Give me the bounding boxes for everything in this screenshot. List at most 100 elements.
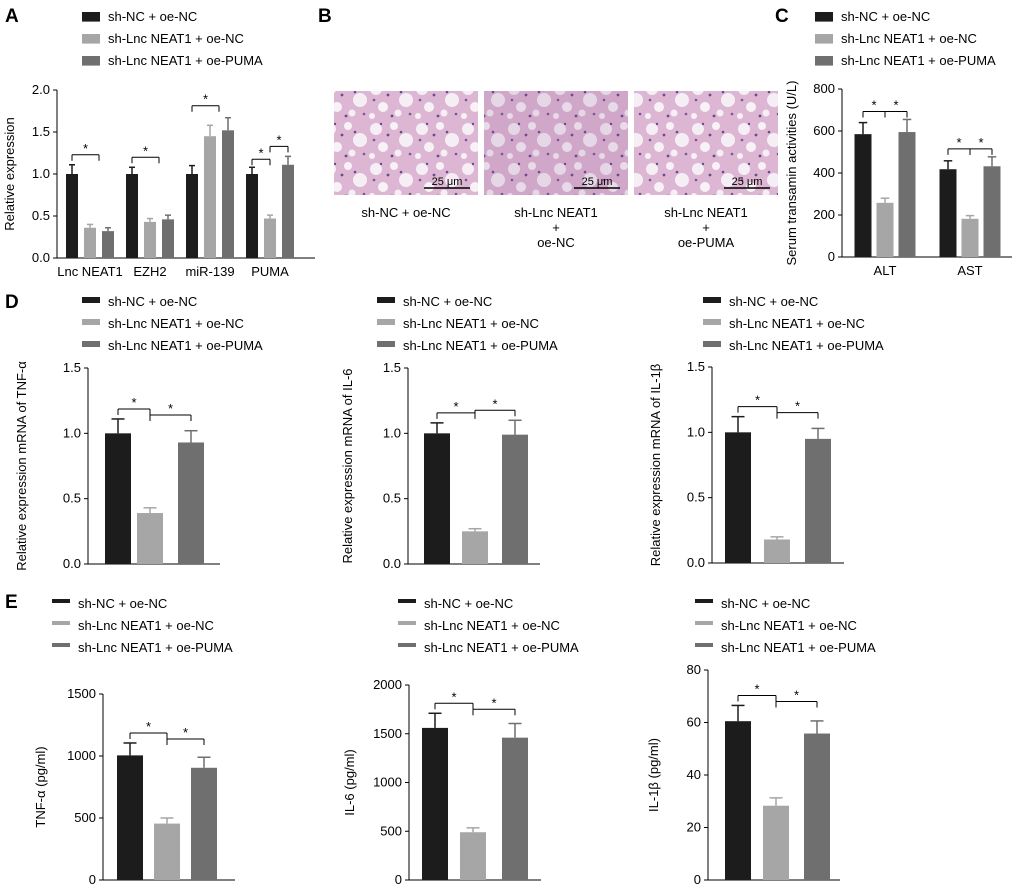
histology-panel: 25 μm sh-NC + oe-NC 25 μm sh-Lnc NEAT1 +… xyxy=(334,91,778,250)
y-axis-label: TNF-α (pg/ml) xyxy=(33,746,48,827)
y-tick-label: 1.0 xyxy=(687,424,705,439)
legend-swatch-sh-lnc-neat1-oe-nc xyxy=(695,621,713,625)
scale-bar-label: 25 μm xyxy=(432,176,463,188)
bar-sh-lnc-neat1-oe-nc xyxy=(137,513,163,564)
legend-swatch-sh-lnc-neat1-oe-nc xyxy=(815,34,833,44)
y-tick-label: 400 xyxy=(813,165,835,180)
y-tick-label: 600 xyxy=(813,123,835,138)
bar-mir-139-sh-nc-oe-nc xyxy=(186,174,198,258)
scale-bar-label: 25 μm xyxy=(582,176,613,188)
legend-panel-d2: sh-NC + oe-NC sh-Lnc NEAT1 + oe-NC sh-Lnc … xyxy=(377,294,558,353)
x-tick-label-ezh2: EZH2 xyxy=(133,264,166,279)
significance-star: * xyxy=(755,393,760,408)
legend-panel-d3: sh-NC + oe-NC sh-Lnc NEAT1 + oe-NC sh-Lnc … xyxy=(703,294,884,353)
bar-ezh2-sh-lnc-neat1-oe-puma xyxy=(162,219,174,258)
y-tick-label: 0.5 xyxy=(383,491,401,506)
y-tick-label: 2000 xyxy=(373,677,402,692)
legend-label-sh-lnc-neat1-oe-nc: sh-Lnc NEAT1 + oe-NC xyxy=(424,618,560,633)
bar-sh-lnc-neat1-oe-nc xyxy=(764,539,790,563)
image-caption-line-1: sh-Lnc NEAT1 xyxy=(514,205,598,220)
panel-letter-b: B xyxy=(318,6,332,27)
bar-sh-lnc-neat1-oe-nc xyxy=(154,823,180,880)
significance-star: * xyxy=(451,689,456,704)
chart-serum-transamin: 0 200 400 600 800 Serum transamin activities … xyxy=(784,81,1012,278)
legend-label-sh-lnc-neat1-oe-puma: sh-Lnc NEAT1 + oe-PUMA xyxy=(841,53,996,68)
y-tick-label: 1.5 xyxy=(687,359,705,374)
chart-tnf-mrna: 0.0 0.5 1.0 1.5 Relative expression mRNA of … xyxy=(14,360,220,571)
legend-label-sh-lnc-neat1-oe-nc: sh-Lnc NEAT1 + oe-NC xyxy=(729,316,865,331)
legend-label-sh-lnc-neat1-oe-puma: sh-Lnc NEAT1 + oe-PUMA xyxy=(424,640,579,655)
legend-label-sh-lnc-neat1-oe-puma: sh-Lnc NEAT1 + oe-PUMA xyxy=(729,338,884,353)
y-axis-label: IL-6 (pg/ml) xyxy=(342,749,357,815)
y-tick-label: 0.5 xyxy=(687,490,705,505)
significance-star: * xyxy=(893,97,898,112)
y-tick-label: 0.0 xyxy=(63,556,81,571)
legend-label-sh-nc-oe-nc: sh-NC + oe-NC xyxy=(841,9,930,24)
legend-swatch-sh-lnc-neat1-oe-nc xyxy=(82,34,100,44)
legend-label-sh-lnc-neat1-oe-puma: sh-Lnc NEAT1 + oe-PUMA xyxy=(108,53,263,68)
histology-image-2: 25 μm sh-Lnc NEAT1 + oe-NC xyxy=(484,91,628,250)
y-tick-label: 0.5 xyxy=(63,491,81,506)
legend-label-sh-lnc-neat1-oe-nc: sh-Lnc NEAT1 + oe-NC xyxy=(721,618,857,633)
bar-sh-lnc-neat1-oe-nc xyxy=(763,805,789,880)
x-tick-label-mir-139: miR-139 xyxy=(185,264,234,279)
y-tick-label: 0.0 xyxy=(383,556,401,571)
image-caption-line-3: oe-NC xyxy=(537,235,575,250)
significance-star: * xyxy=(203,92,208,107)
bar-sh-nc-oe-nc xyxy=(105,433,131,564)
y-axis-label: Relative expression mRNA of IL-6 xyxy=(340,368,355,563)
legend-swatch-sh-lnc-neat1-oe-puma xyxy=(703,341,721,347)
bar-sh-nc-oe-nc xyxy=(725,721,751,880)
legend-label-sh-nc-oe-nc: sh-NC + oe-NC xyxy=(424,596,513,611)
y-tick-label: 500 xyxy=(380,823,402,838)
legend-label-sh-lnc-neat1-oe-puma: sh-Lnc NEAT1 + oe-PUMA xyxy=(721,640,876,655)
legend-swatch-sh-nc-oe-nc xyxy=(82,297,100,303)
legend-swatch-sh-lnc-neat1-oe-puma xyxy=(695,643,713,647)
x-tick-label-lnc-neat1: Lnc NEAT1 xyxy=(57,264,123,279)
y-axis-label: Relative expression xyxy=(2,117,17,230)
bar-puma-sh-nc-oe-nc xyxy=(246,174,258,258)
legend-swatch-sh-lnc-neat1-oe-puma xyxy=(398,643,416,647)
legend-swatch-sh-lnc-neat1-oe-puma xyxy=(82,341,100,347)
significance-star: * xyxy=(276,132,281,147)
bar-lnc-neat1-sh-nc-oe-nc xyxy=(66,174,78,258)
legend-swatch-sh-nc-oe-nc xyxy=(52,599,70,603)
y-tick-label: 1500 xyxy=(67,686,96,701)
significance-star: * xyxy=(453,399,458,414)
bar-ezh2-sh-lnc-neat1-oe-nc xyxy=(144,221,156,258)
bar-ast-sh-lnc-neat1-oe-puma xyxy=(983,166,1001,257)
panel-letter-e: E xyxy=(5,592,18,613)
bar-puma-sh-lnc-neat1-oe-puma xyxy=(282,164,294,258)
image-caption-line-3: oe-PUMA xyxy=(678,235,735,250)
legend-swatch-sh-nc-oe-nc xyxy=(815,12,833,22)
y-tick-label: 0.0 xyxy=(32,250,50,265)
chart-il6-protein: 0 500 1000 1500 2000 IL-6 (pg/ml) * * xyxy=(342,677,541,887)
y-tick-label: 80 xyxy=(687,662,701,677)
y-tick-label: 0 xyxy=(694,872,701,887)
significance-star: * xyxy=(491,695,496,710)
legend-swatch-sh-nc-oe-nc xyxy=(695,599,713,603)
significance-star: * xyxy=(754,681,759,696)
y-tick-label: 20 xyxy=(687,820,701,835)
significance-star: * xyxy=(795,399,800,414)
legend-swatch-sh-lnc-neat1-oe-nc xyxy=(703,319,721,325)
legend-label-sh-lnc-neat1-oe-nc: sh-Lnc NEAT1 + oe-NC xyxy=(403,316,539,331)
legend-label-sh-lnc-neat1-oe-nc: sh-Lnc NEAT1 + oe-NC xyxy=(108,316,244,331)
y-tick-label: 1.0 xyxy=(383,425,401,440)
significance-star: * xyxy=(83,141,88,156)
significance-star: * xyxy=(168,401,173,416)
y-tick-label: 0.0 xyxy=(687,555,705,570)
legend-label-sh-lnc-neat1-oe-nc: sh-Lnc NEAT1 + oe-NC xyxy=(108,31,244,46)
bar-sh-nc-oe-nc xyxy=(725,432,751,563)
bar-sh-nc-oe-nc xyxy=(422,727,448,880)
y-tick-label: 1500 xyxy=(373,726,402,741)
legend-swatch-sh-nc-oe-nc xyxy=(82,12,100,22)
chart-il1b-protein: 0 20 40 60 80 IL-1β (pg/ml) * * xyxy=(646,662,840,887)
image-caption-line-1: sh-Lnc NEAT1 xyxy=(664,205,748,220)
bar-ast-sh-lnc-neat1-oe-nc xyxy=(961,218,979,257)
legend-swatch-sh-lnc-neat1-oe-puma xyxy=(82,56,100,66)
bar-lnc-neat1-sh-lnc-neat1-oe-nc xyxy=(84,227,96,258)
legend-panel-d1: sh-NC + oe-NC sh-Lnc NEAT1 + oe-NC sh-Lnc … xyxy=(82,294,263,353)
y-tick-label: 1.5 xyxy=(383,360,401,375)
